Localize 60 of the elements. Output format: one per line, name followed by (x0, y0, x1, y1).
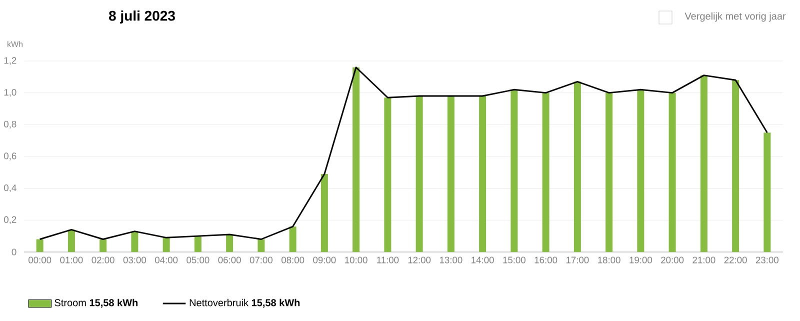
x-tick-label: 06:00 (218, 256, 241, 264)
bar (416, 96, 423, 252)
y-tick-label: 0,6 (4, 152, 16, 160)
bar (194, 236, 202, 252)
y-tick-label: 0,4 (4, 184, 16, 192)
bar (574, 82, 581, 252)
bar (131, 231, 138, 252)
bar (100, 239, 107, 252)
x-tick-label: 18:00 (598, 256, 620, 264)
x-tick-label: 20:00 (661, 256, 684, 264)
x-tick-label: 04:00 (155, 256, 178, 264)
x-tick-label: 02:00 (92, 256, 114, 264)
x-tick-label: 08:00 (281, 256, 304, 264)
bar (320, 174, 328, 252)
bar (606, 92, 613, 252)
x-tick-label: 17:00 (566, 256, 589, 264)
y-tick-label: 0,2 (4, 216, 16, 224)
legend-label: Nettoverbruik 15,58 kWh (190, 298, 300, 308)
bar (764, 132, 771, 252)
x-tick-label: 05:00 (186, 256, 210, 264)
y-tick-label: 1,2 (4, 57, 16, 65)
legend-label: Stroom 15,58 kWh (54, 298, 138, 308)
bar (447, 96, 454, 252)
bar (700, 75, 708, 252)
x-tick-label: 01:00 (60, 256, 83, 264)
x-tick-label: 23:00 (756, 256, 778, 264)
x-tick-label: 15:00 (503, 256, 526, 264)
x-tick-label: 21:00 (692, 256, 716, 264)
bar (479, 96, 486, 252)
bar (542, 92, 550, 252)
text: Vergelijk met vorig jaar (684, 12, 786, 22)
y-axis-title: kWh (8, 41, 22, 47)
bar (732, 80, 740, 252)
x-tick-label: 12:00 (408, 256, 431, 264)
bar (352, 67, 360, 252)
bar (226, 234, 234, 252)
bar (68, 230, 75, 252)
y-tick-label: 1,0 (4, 88, 16, 97)
bar (637, 90, 644, 252)
x-tick-label: 03:00 (123, 256, 146, 264)
bar (384, 98, 392, 252)
x-tick-label: 11:00 (377, 256, 399, 264)
x-tick-label: 13:00 (440, 256, 462, 264)
bar (668, 92, 676, 252)
x-tick-label: 09:00 (313, 256, 336, 264)
chart-title: 8 juli 2023 (108, 10, 175, 24)
bar (162, 238, 170, 252)
y-tick-label: 0,8 (4, 120, 16, 129)
x-tick-label: 19:00 (630, 256, 652, 264)
x-tick-label: 00:00 (28, 256, 52, 264)
x-tick-label: 10:00 (345, 256, 368, 264)
bar (258, 239, 265, 252)
x-tick-label: 07:00 (250, 256, 273, 264)
bar (289, 226, 296, 252)
x-tick-label: 22:00 (724, 256, 747, 264)
y-tick-label: 0 (12, 248, 16, 256)
bar (36, 239, 44, 252)
bar (510, 90, 518, 252)
x-tick-label: 14:00 (472, 256, 494, 264)
x-tick-label: 16:00 (534, 256, 558, 264)
